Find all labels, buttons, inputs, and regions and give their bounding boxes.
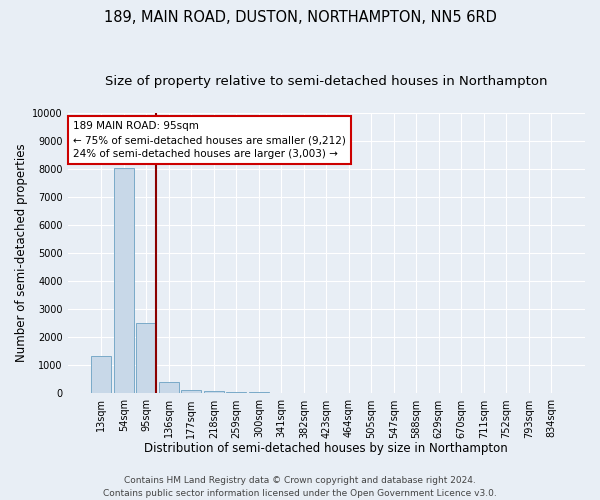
Text: 189 MAIN ROAD: 95sqm
← 75% of semi-detached houses are smaller (9,212)
24% of se: 189 MAIN ROAD: 95sqm ← 75% of semi-detac… [73, 121, 346, 159]
Text: Contains HM Land Registry data © Crown copyright and database right 2024.
Contai: Contains HM Land Registry data © Crown c… [103, 476, 497, 498]
X-axis label: Distribution of semi-detached houses by size in Northampton: Distribution of semi-detached houses by … [145, 442, 508, 455]
Bar [136, 323, 157, 394]
Bar [248, 392, 269, 394]
Bar [158, 382, 179, 394]
Bar [113, 168, 134, 394]
Title: Size of property relative to semi-detached houses in Northampton: Size of property relative to semi-detach… [105, 75, 548, 88]
Text: 189, MAIN ROAD, DUSTON, NORTHAMPTON, NN5 6RD: 189, MAIN ROAD, DUSTON, NORTHAMPTON, NN5… [104, 10, 496, 25]
Bar [91, 356, 112, 394]
Y-axis label: Number of semi-detached properties: Number of semi-detached properties [15, 144, 28, 362]
Bar [181, 390, 202, 394]
Bar [203, 390, 224, 394]
Bar [226, 392, 247, 394]
